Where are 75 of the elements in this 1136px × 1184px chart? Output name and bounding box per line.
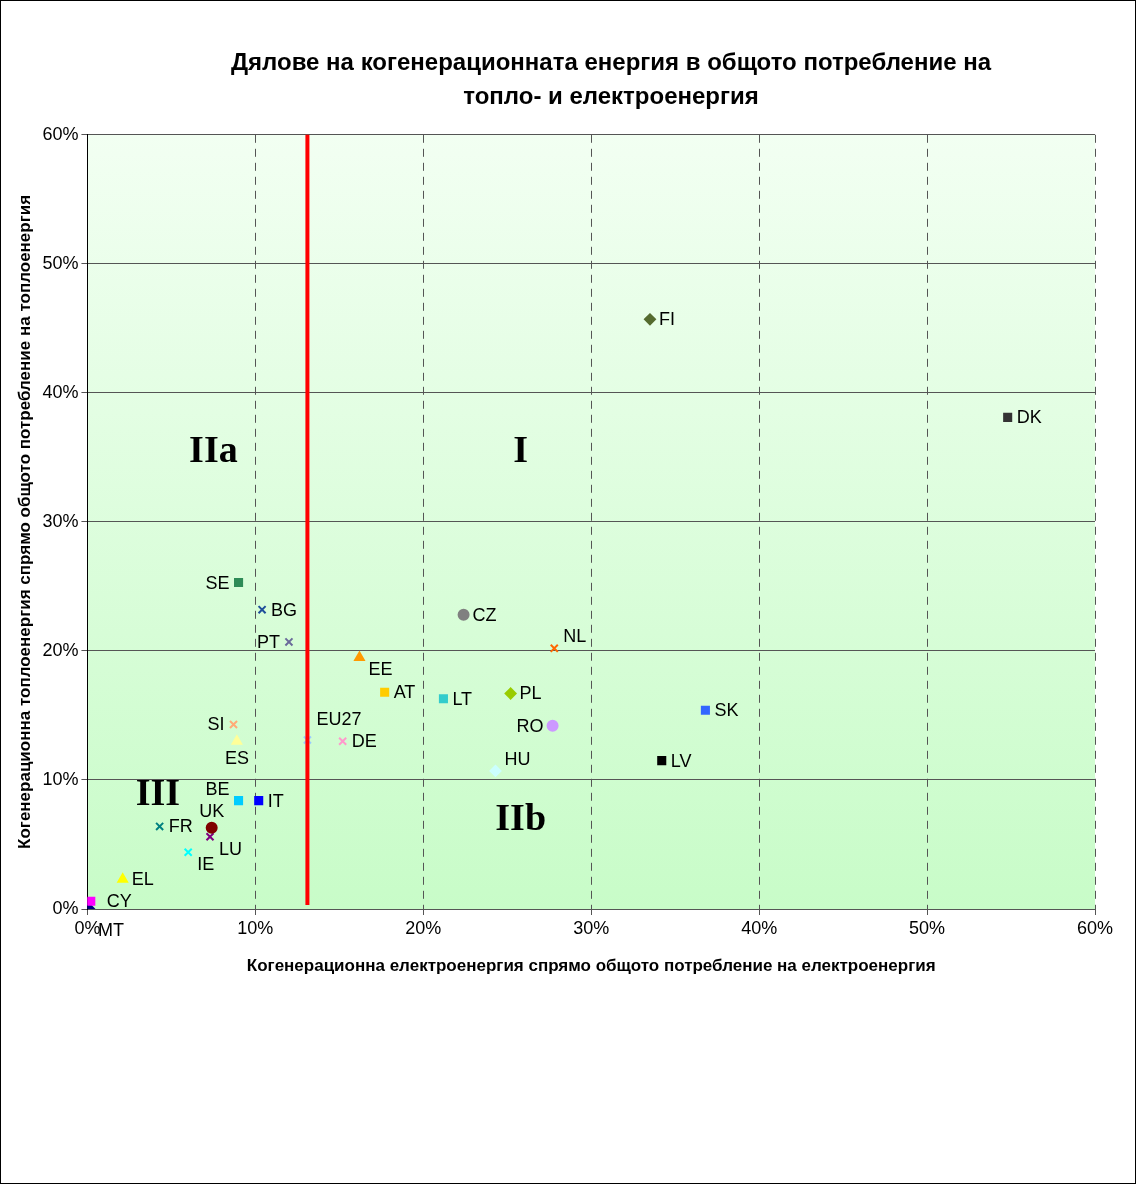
x-tick-label: 50% — [909, 917, 946, 938]
series-label: EL — [131, 869, 154, 890]
point — [438, 694, 448, 704]
point — [257, 605, 267, 615]
y-axis-title: Когенерационна топлоенергия спрямо общото потребление на топлоенергия — [14, 194, 34, 849]
series-label: ES — [224, 748, 249, 769]
series-label: SE — [205, 572, 230, 593]
y-tick-label: 60% — [42, 123, 79, 144]
point — [354, 651, 365, 661]
point — [254, 796, 264, 806]
y-tick-label: 0% — [52, 897, 79, 918]
series-label: FI — [658, 309, 675, 330]
y-tick-label: 50% — [42, 252, 79, 273]
point — [155, 821, 165, 831]
point — [549, 643, 559, 653]
annotation: IIb — [495, 795, 547, 838]
point — [205, 821, 218, 834]
series-label: SI — [207, 714, 225, 735]
point — [338, 736, 348, 746]
series-label: DE — [351, 731, 377, 752]
point — [504, 687, 517, 700]
series-label: PL — [519, 683, 542, 704]
point — [228, 719, 239, 730]
series-label: LV — [670, 750, 692, 771]
series-label: FR — [168, 816, 193, 837]
point — [183, 847, 193, 857]
chart-title: Дялове на когенерационната енергия в общото потребление на топло- и електроенергия — [229, 47, 993, 111]
series-label: DK — [1016, 407, 1042, 428]
series-label: CZ — [472, 604, 497, 625]
point — [284, 637, 294, 647]
y-tick-label: 40% — [42, 381, 79, 402]
point — [234, 578, 244, 588]
x-tick-label: 20% — [405, 917, 442, 938]
point — [87, 896, 96, 906]
annotation: I — [513, 428, 529, 471]
point — [302, 735, 312, 745]
point — [700, 705, 710, 715]
annotation: IIa — [189, 428, 238, 471]
point — [657, 756, 667, 766]
x-tick-label: 40% — [741, 917, 778, 938]
x-axis-title: Когенерационна електроенергия спрямо общото потребление на електроенергия — [246, 956, 936, 976]
series-label: EU27 — [316, 708, 362, 729]
series-label: LT — [452, 688, 473, 709]
series-label: RO — [516, 715, 544, 736]
x-tick-label: 10% — [237, 917, 274, 938]
series-label: HU — [504, 748, 531, 769]
series-label: AT — [393, 682, 416, 703]
point — [489, 764, 502, 777]
series-label: PT — [256, 631, 280, 652]
series-label: BE — [205, 778, 230, 799]
x-tick-label: 60% — [1076, 917, 1114, 938]
point — [1003, 412, 1013, 422]
series-label: MT — [98, 919, 125, 940]
y-tick-label: 10% — [42, 768, 79, 789]
series-label: SK — [714, 700, 739, 721]
point — [546, 719, 559, 732]
series-label: CY — [106, 891, 132, 912]
annotation: III — [135, 771, 181, 814]
series-label: BG — [271, 599, 298, 620]
point — [457, 608, 470, 621]
series-label: UK — [199, 800, 225, 821]
point — [380, 687, 390, 697]
point — [643, 313, 656, 326]
series-label: LU — [219, 838, 243, 859]
y-tick-label: 30% — [42, 510, 79, 531]
x-tick-label: 30% — [573, 917, 610, 938]
point — [117, 873, 129, 883]
series-label: NL — [563, 626, 587, 647]
series-label: IT — [267, 790, 284, 811]
point — [234, 796, 244, 806]
series-label: EE — [368, 659, 393, 680]
series-label: IE — [197, 854, 215, 875]
y-tick-label: 20% — [42, 639, 79, 660]
point — [231, 735, 243, 745]
point — [205, 832, 215, 842]
